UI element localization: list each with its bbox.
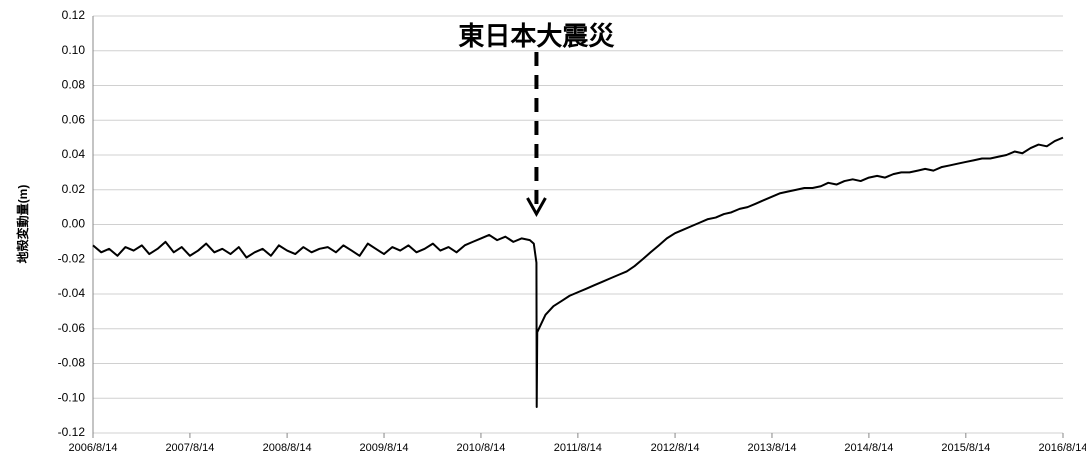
y-tick-label: -0.10 [58,390,86,404]
y-tick-label: -0.04 [58,286,86,300]
y-tick-label: -0.08 [58,356,86,370]
x-tick-label: 2006/8/14 [69,442,118,454]
y-tick-label: -0.02 [58,251,86,265]
x-tick-label: 2014/8/14 [844,442,893,454]
y-tick-label: 0.08 [62,78,86,92]
x-tick-label: 2010/8/14 [456,442,505,454]
x-tick-label: 2009/8/14 [360,442,409,454]
y-tick-label: 0.10 [62,43,86,57]
y-tick-label: 0.00 [62,217,86,231]
x-tick-label: 2015/8/14 [941,442,990,454]
y-tick-label: 0.12 [62,8,86,22]
y-tick-label: -0.12 [58,425,86,439]
x-tick-label: 2011/8/14 [554,442,602,454]
x-tick-label: 2016/8/14 [1039,442,1086,454]
x-tick-label: 2008/8/14 [263,442,312,454]
x-tick-label: 2012/8/14 [651,442,700,454]
y-tick-label: 0.06 [62,112,86,126]
x-tick-label: 2007/8/14 [165,442,214,454]
y-tick-label: 0.02 [62,182,86,196]
data-line [92,136,1064,408]
y-tick-label: -0.06 [58,321,86,335]
y-tick-label: 0.04 [62,147,86,161]
x-tick-label: 2013/8/14 [748,442,797,454]
y-axis-label: 地殻変動量(m) [15,185,30,264]
annotation-arrowhead [526,197,547,218]
annotation: 東日本大震災 [458,21,615,51]
